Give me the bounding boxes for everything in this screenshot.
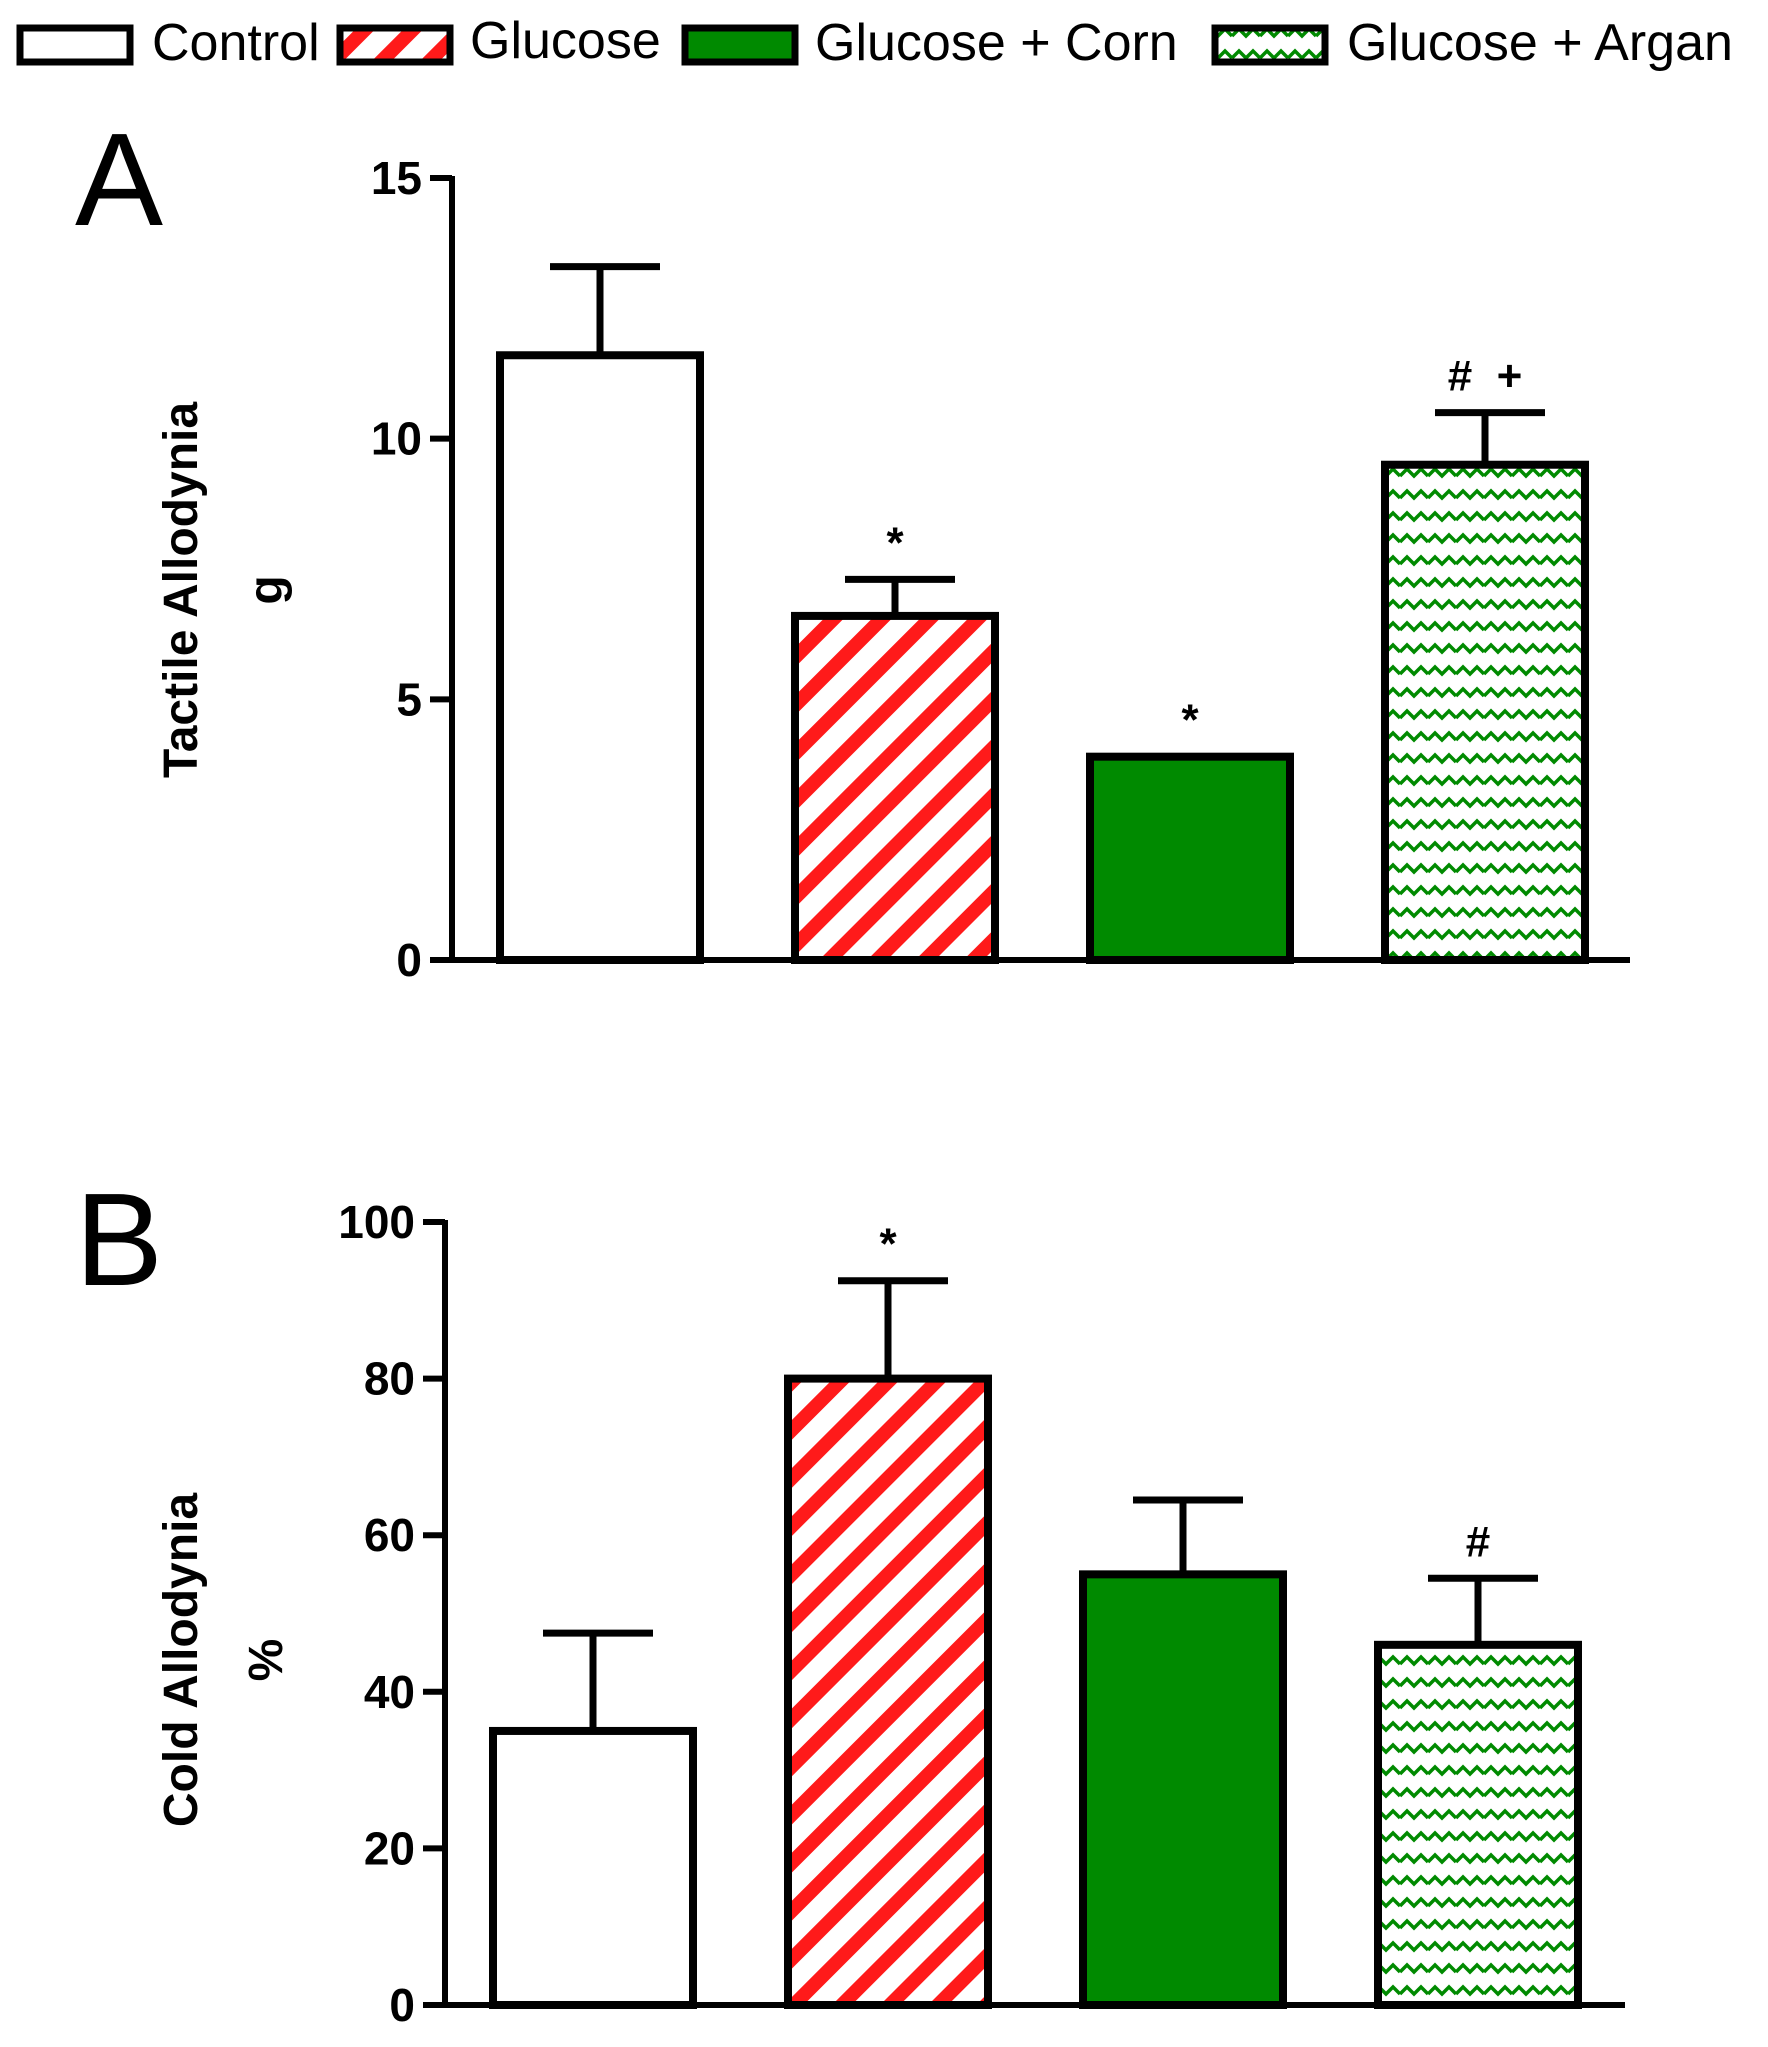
y-tick-label: 0 <box>396 934 422 986</box>
y-tick-label: 10 <box>371 413 422 465</box>
y-tick-label: 40 <box>364 1666 415 1718</box>
bar <box>489 1726 697 2009</box>
y-tick-label: 80 <box>364 1353 415 1405</box>
bar <box>1381 460 1589 964</box>
legend: Control Glucose Glucose + Corn Glucose +… <box>16 12 1733 72</box>
bar <box>1086 752 1294 964</box>
panel-label-b: B <box>75 1166 163 1313</box>
significance-label: * <box>879 1220 897 1269</box>
y-axis-title-b-line2: % <box>240 1639 293 1682</box>
chart-panel-a: 0 5 10 15 * * # + <box>371 152 1630 986</box>
bar <box>1374 1640 1582 2009</box>
y-axis-title-a-line1: Tactile Allodynia <box>155 402 208 778</box>
chart-panel-b: 0 20 40 60 80 100 * # <box>338 1196 1625 2031</box>
y-axis-title-b: Cold Allodynia % <box>155 1493 293 1828</box>
legend-swatch-corn <box>681 24 799 66</box>
legend-label-control: Control <box>152 14 320 72</box>
bar <box>784 1374 992 2009</box>
legend-label-argan: Glucose + Argan <box>1347 14 1733 72</box>
legend-label-glucose: Glucose <box>470 12 661 70</box>
significance-label: * <box>1181 696 1199 745</box>
bar <box>1079 1570 1287 2009</box>
legend-swatch-argan <box>1211 24 1329 66</box>
significance-label: # <box>1466 1517 1490 1566</box>
bar <box>496 351 704 964</box>
y-tick-label: 100 <box>338 1196 415 1248</box>
panel-label-a: A <box>75 106 163 253</box>
y-axis-title-a: Tactile Allodynia g <box>155 402 293 778</box>
y-tick-label: 0 <box>389 1979 415 2031</box>
significance-label: * <box>886 518 904 567</box>
y-axis-title-b-line1: Cold Allodynia <box>155 1493 208 1828</box>
y-tick-label: 15 <box>371 152 422 204</box>
legend-swatch-glucose <box>336 24 454 66</box>
legend-swatch-control <box>16 24 134 66</box>
y-axis-title-a-line2: g <box>240 575 293 604</box>
significance-label: # + <box>1448 352 1523 401</box>
y-tick-label: 5 <box>396 673 422 725</box>
legend-label-corn: Glucose + Corn <box>815 14 1178 72</box>
y-tick-label: 20 <box>364 1822 415 1874</box>
y-tick-label: 60 <box>364 1509 415 1561</box>
bar <box>791 611 999 964</box>
